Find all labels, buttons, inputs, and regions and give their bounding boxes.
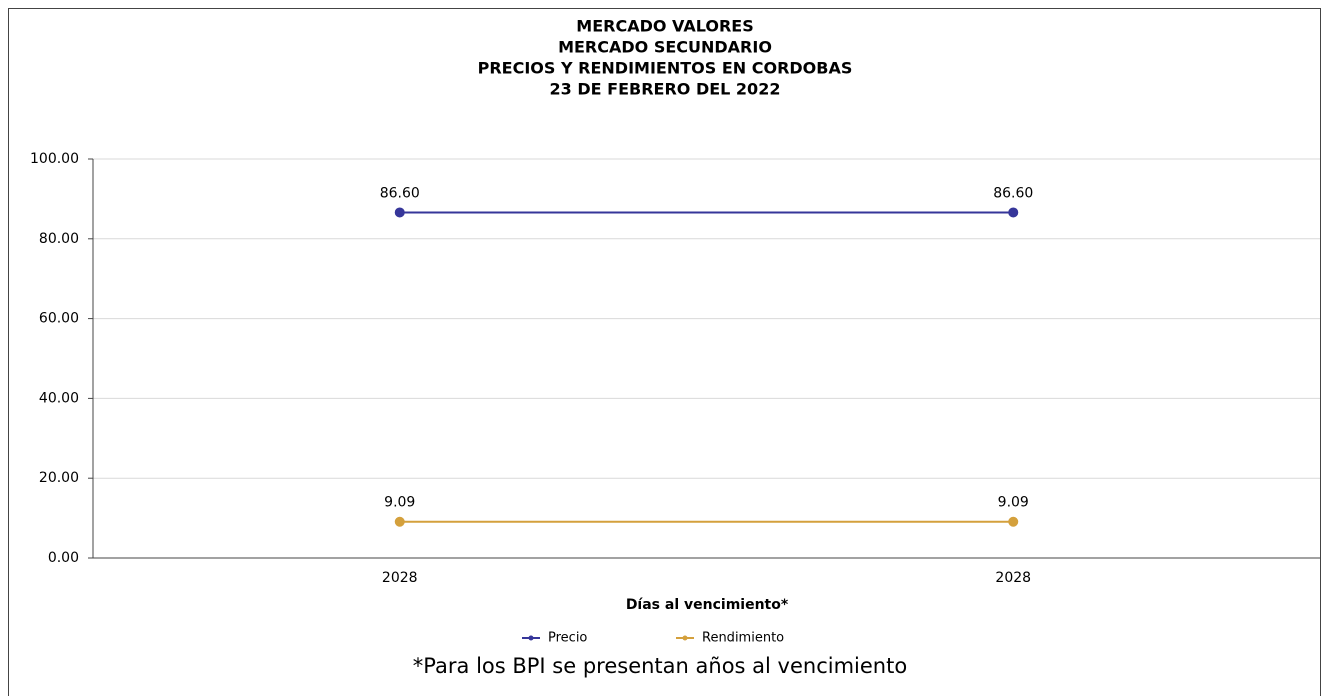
- x-tick-label: 2028: [995, 570, 1031, 586]
- y-tick-label: 80.00: [39, 231, 79, 247]
- data-label: 86.60: [380, 185, 420, 201]
- chart-title: PRECIOS Y RENDIMIENTOS EN CORDOBAS: [478, 59, 853, 78]
- data-point: [394, 207, 405, 218]
- chart-title: 23 DE FEBRERO DEL 2022: [550, 80, 781, 99]
- y-tick-label: 100.00: [30, 151, 79, 167]
- data-label: 9.09: [384, 495, 415, 511]
- legend-label: Rendimiento: [702, 631, 784, 646]
- data-label: 86.60: [993, 185, 1033, 201]
- footnote: *Para los BPI se presentan años al venci…: [413, 654, 907, 678]
- data-point: [1008, 516, 1019, 527]
- y-tick-label: 20.00: [39, 470, 79, 486]
- data-point: [394, 516, 405, 527]
- legend-label: Precio: [548, 631, 587, 646]
- chart-frame: [8, 8, 1321, 696]
- y-tick-label: 60.00: [39, 311, 79, 327]
- chart-title: MERCADO VALORES: [576, 17, 753, 36]
- y-tick-label: 40.00: [39, 390, 79, 406]
- x-axis-label: Días al vencimiento*: [626, 597, 789, 613]
- x-tick-label: 2028: [382, 570, 418, 586]
- y-tick-label: 0.00: [48, 550, 79, 566]
- data-label: 9.09: [998, 495, 1029, 511]
- legend-marker: [528, 635, 534, 641]
- data-point: [1008, 207, 1019, 218]
- chart-title: MERCADO SECUNDARIO: [558, 38, 772, 57]
- legend-marker: [682, 635, 688, 641]
